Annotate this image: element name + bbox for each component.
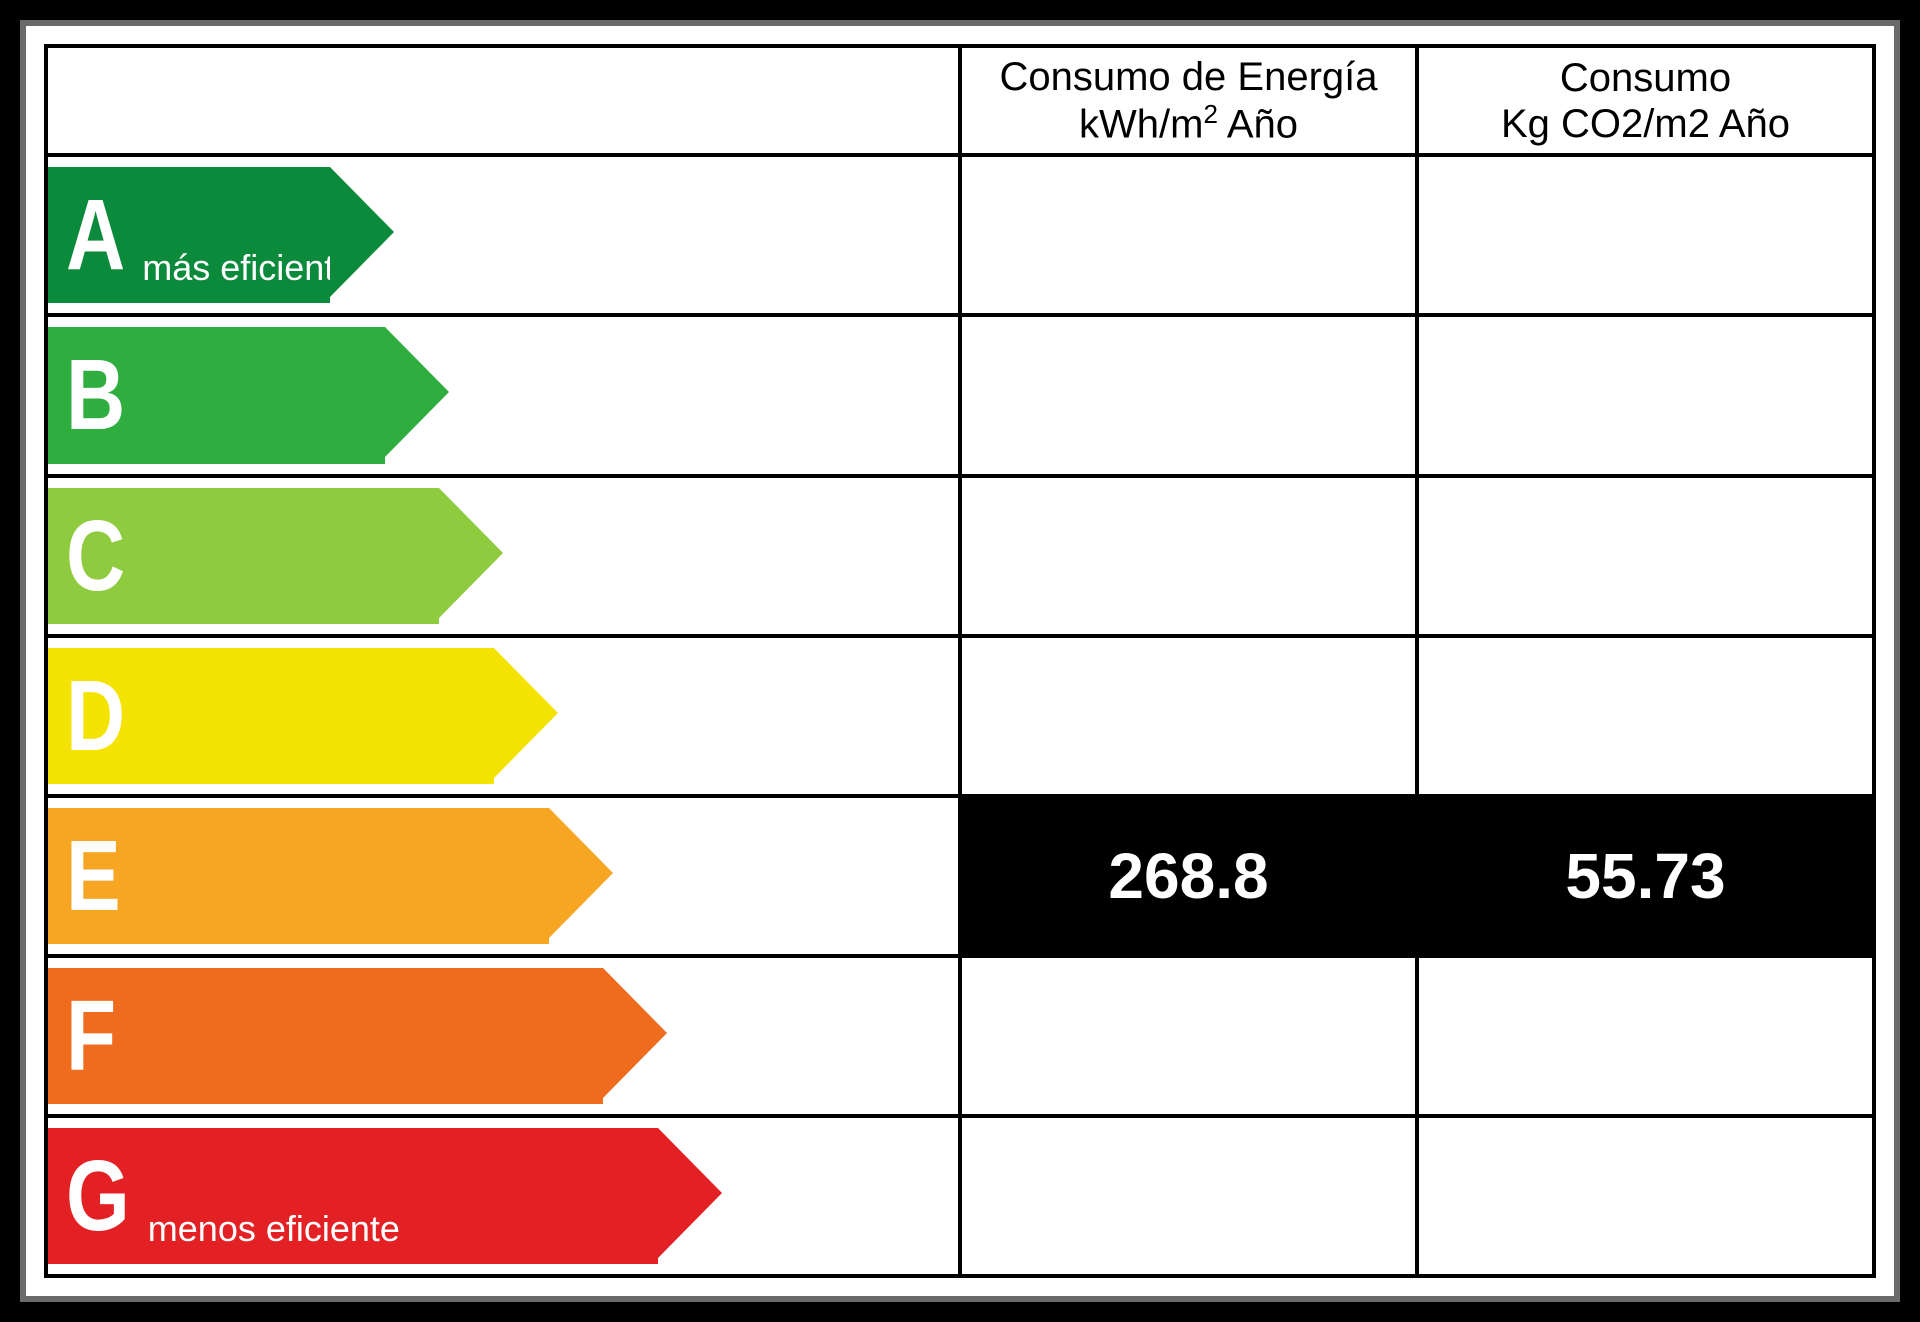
energy-rating-label: Consumo de Energía kWh/m2 Año Consumo Kg…	[20, 20, 1900, 1302]
rating-sublabel: menos eficiente	[148, 1208, 400, 1264]
energy-rating-table: Consumo de Energía kWh/m2 Año Consumo Kg…	[44, 44, 1876, 1278]
rating-letter: G	[66, 1146, 130, 1246]
rating-arrow-cell: B	[46, 315, 960, 475]
rating-arrow-cell: Gmenos eficiente	[46, 1116, 960, 1276]
header-co2-line1: Consumo	[1560, 56, 1731, 100]
energy-value	[960, 315, 1417, 475]
energy-value	[960, 636, 1417, 796]
rating-arrow-a: Amás eficiente	[48, 167, 330, 303]
rating-row-e: E 268.855.73	[46, 796, 1874, 956]
co2-value: 55.73	[1417, 796, 1874, 956]
rating-arrow-g: Gmenos eficiente	[48, 1128, 658, 1264]
energy-value	[960, 956, 1417, 1116]
energy-value	[960, 155, 1417, 315]
energy-value	[960, 1116, 1417, 1276]
header-energy-sup: 2	[1203, 99, 1217, 129]
co2-value	[1417, 636, 1874, 796]
rating-arrow-f: F	[48, 968, 603, 1104]
rating-letter: A	[66, 185, 125, 285]
header-energy-line2-post: Año	[1218, 102, 1298, 146]
rating-row-a: Amás eficiente	[46, 155, 1874, 315]
rating-arrow-cell: F	[46, 956, 960, 1116]
rating-arrow-cell: C	[46, 476, 960, 636]
rating-row-g: Gmenos eficiente	[46, 1116, 1874, 1276]
rating-sublabel: más eficiente	[142, 247, 354, 303]
co2-value	[1417, 155, 1874, 315]
header-energy-line1: Consumo de Energía	[999, 55, 1377, 99]
rating-arrow-b: B	[48, 327, 385, 463]
header-empty	[46, 46, 960, 155]
rating-arrow-cell: E	[46, 796, 960, 956]
rating-arrow-d: D	[48, 648, 494, 784]
rating-row-d: D	[46, 636, 1874, 796]
rating-arrow-cell: D	[46, 636, 960, 796]
rating-letter: D	[66, 666, 125, 766]
co2-value	[1417, 315, 1874, 475]
rating-letter: B	[66, 345, 125, 445]
rating-arrow-cell: Amás eficiente	[46, 155, 960, 315]
header-energy: Consumo de Energía kWh/m2 Año	[960, 46, 1417, 155]
energy-value	[960, 476, 1417, 636]
header-row: Consumo de Energía kWh/m2 Año Consumo Kg…	[46, 46, 1874, 155]
rating-arrow-e: E	[48, 808, 549, 944]
rating-row-b: B	[46, 315, 1874, 475]
rating-row-f: F	[46, 956, 1874, 1116]
rating-letter: C	[66, 506, 125, 606]
rating-row-c: C	[46, 476, 1874, 636]
co2-value	[1417, 476, 1874, 636]
header-energy-line2-pre: kWh/m	[1079, 102, 1203, 146]
rating-arrow-c: C	[48, 488, 439, 624]
co2-value	[1417, 1116, 1874, 1276]
co2-value	[1417, 956, 1874, 1116]
header-co2-line2: Kg CO2/m2 Año	[1501, 102, 1790, 146]
header-co2: Consumo Kg CO2/m2 Año	[1417, 46, 1874, 155]
energy-value: 268.8	[960, 796, 1417, 956]
rating-letter: F	[66, 986, 116, 1086]
rating-letter: E	[66, 826, 121, 926]
